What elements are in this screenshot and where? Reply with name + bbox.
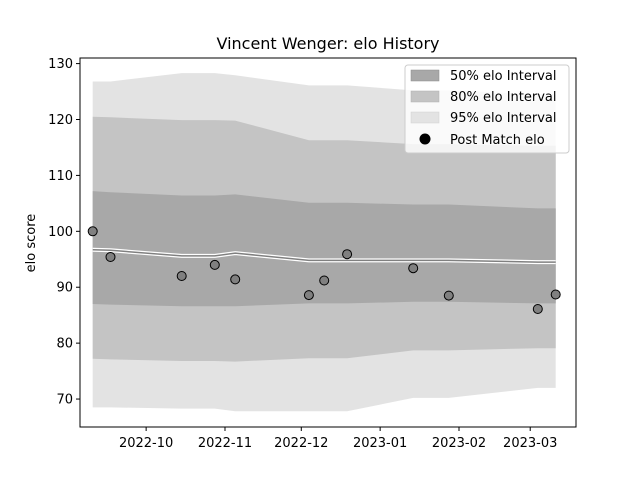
post-match-point bbox=[176, 271, 187, 281]
y-axis: 70 80 90 100 110 120 130 bbox=[48, 57, 80, 408]
legend-label-80: 80% elo Interval bbox=[450, 90, 557, 105]
y-tick-label: 130 bbox=[48, 57, 73, 72]
x-tick-label: 2023-01 bbox=[353, 436, 407, 451]
band-50 bbox=[92, 191, 556, 307]
chart-title: Vincent Wenger: elo History bbox=[216, 34, 439, 53]
post-match-point bbox=[342, 249, 353, 260]
mean-line bbox=[92, 249, 556, 263]
y-axis-label: elo score bbox=[24, 214, 39, 273]
y-tick-label: 90 bbox=[56, 281, 73, 296]
plot-area bbox=[87, 73, 561, 412]
x-tick-label: 2022-11 bbox=[198, 436, 252, 451]
y-tick-label: 100 bbox=[48, 225, 73, 240]
x-tick-label: 2023-02 bbox=[432, 436, 486, 451]
post-match-point bbox=[532, 304, 543, 314]
legend-label-95: 95% elo Interval bbox=[450, 111, 557, 126]
x-tick-label: 2022-12 bbox=[274, 436, 328, 451]
post-match-point bbox=[550, 289, 561, 300]
y-tick-label: 110 bbox=[48, 169, 73, 184]
post-match-point bbox=[105, 252, 116, 262]
post-match-point bbox=[303, 290, 314, 301]
post-match-point bbox=[209, 259, 220, 270]
legend-label-50: 50% elo Interval bbox=[450, 69, 557, 84]
y-tick-label: 80 bbox=[56, 337, 73, 352]
legend-box bbox=[404, 64, 570, 154]
x-tick-label: 2022-10 bbox=[119, 436, 173, 451]
y-tick-label: 70 bbox=[56, 393, 73, 408]
legend: 50% elo Interval 80% elo Interval 95% el… bbox=[404, 64, 570, 154]
legend-swatch-50 bbox=[410, 69, 440, 82]
x-tick-label: 2023-03 bbox=[503, 436, 557, 451]
post-match-point bbox=[443, 290, 454, 301]
legend-label-post-match: Post Match elo bbox=[450, 133, 545, 148]
y-tick-label: 120 bbox=[48, 113, 73, 128]
post-match-point bbox=[230, 274, 241, 285]
legend-swatch-80 bbox=[410, 90, 440, 103]
post-match-point bbox=[319, 275, 330, 286]
legend-swatch-95 bbox=[410, 111, 440, 124]
legend-marker-post-match bbox=[419, 133, 431, 145]
x-axis: 2022-10 2022-11 2022-12 2023-01 2023-02 2023-… bbox=[119, 427, 557, 451]
post-match-point bbox=[408, 263, 419, 274]
post-match-point bbox=[87, 226, 98, 237]
plot-frame bbox=[79, 57, 577, 428]
